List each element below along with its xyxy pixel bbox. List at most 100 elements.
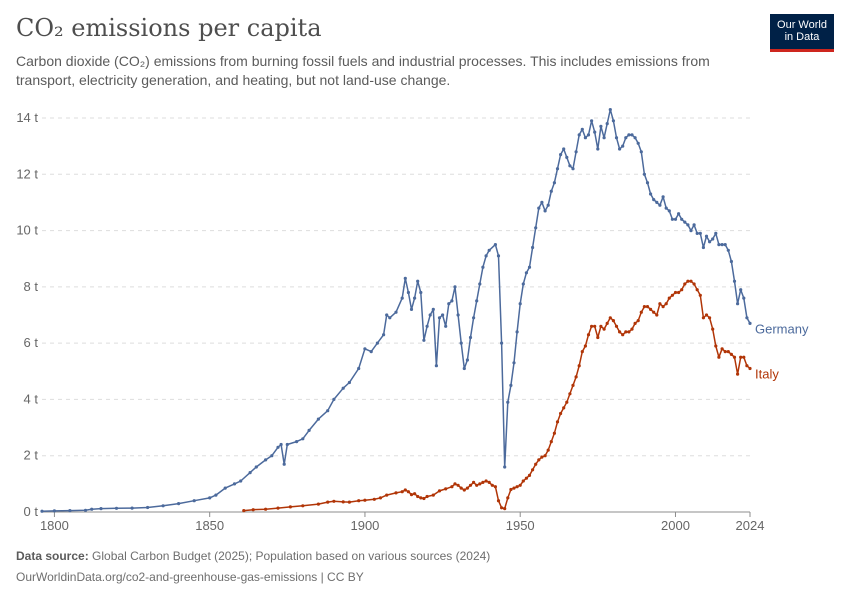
data-point-germany[interactable] — [714, 231, 718, 235]
data-point-italy[interactable] — [316, 502, 320, 506]
data-point-italy[interactable] — [288, 505, 292, 509]
data-point-germany[interactable] — [478, 282, 482, 286]
data-point-germany[interactable] — [465, 358, 469, 362]
data-point-italy[interactable] — [596, 335, 600, 340]
data-point-italy[interactable] — [658, 302, 662, 306]
data-point-germany[interactable] — [599, 124, 603, 128]
data-point-italy[interactable] — [264, 507, 268, 511]
data-point-germany[interactable] — [602, 136, 606, 140]
data-point-germany[interactable] — [357, 366, 361, 371]
data-point-germany[interactable] — [301, 437, 305, 441]
data-point-germany[interactable] — [487, 248, 491, 252]
data-point-germany[interactable] — [456, 313, 460, 317]
data-point-italy[interactable] — [341, 500, 345, 504]
series-label-germany[interactable]: Germany — [755, 321, 809, 336]
data-point-italy[interactable] — [276, 506, 280, 510]
data-point-germany[interactable] — [534, 226, 538, 230]
data-point-italy[interactable] — [627, 330, 631, 334]
data-point-germany[interactable] — [624, 136, 628, 140]
data-point-italy[interactable] — [624, 330, 628, 334]
data-point-germany[interactable] — [68, 509, 72, 513]
data-point-germany[interactable] — [593, 130, 597, 134]
data-point-germany[interactable] — [670, 217, 675, 221]
data-point-germany[interactable] — [434, 364, 438, 368]
data-point-italy[interactable] — [711, 327, 715, 331]
data-point-germany[interactable] — [580, 127, 584, 131]
data-point-germany[interactable] — [264, 458, 268, 462]
data-point-italy[interactable] — [636, 319, 640, 323]
data-point-germany[interactable] — [450, 299, 454, 303]
data-point-italy[interactable] — [413, 492, 417, 496]
data-point-germany[interactable] — [537, 206, 541, 210]
data-point-italy[interactable] — [546, 448, 550, 452]
data-point-germany[interactable] — [661, 195, 665, 199]
data-point-germany[interactable] — [698, 231, 702, 235]
data-point-italy[interactable] — [484, 479, 488, 483]
data-point-italy[interactable] — [531, 468, 535, 472]
data-point-italy[interactable] — [562, 406, 566, 410]
data-point-germany[interactable] — [658, 203, 662, 207]
data-point-germany[interactable] — [621, 144, 625, 148]
data-point-germany[interactable] — [543, 209, 547, 213]
data-point-germany[interactable] — [748, 321, 752, 325]
data-point-germany[interactable] — [99, 507, 103, 511]
data-point-italy[interactable] — [437, 489, 442, 493]
data-point-italy[interactable] — [456, 483, 460, 487]
data-point-germany[interactable] — [276, 445, 280, 449]
data-point-germany[interactable] — [704, 234, 709, 238]
data-point-germany[interactable] — [409, 307, 414, 311]
data-point-italy[interactable] — [630, 327, 634, 331]
data-point-italy[interactable] — [372, 497, 376, 501]
data-point-italy[interactable] — [549, 440, 553, 444]
data-point-italy[interactable] — [518, 483, 522, 487]
data-point-italy[interactable] — [543, 454, 547, 458]
data-point-germany[interactable] — [577, 133, 581, 137]
data-point-italy[interactable] — [599, 324, 603, 328]
data-point-italy[interactable] — [683, 282, 687, 286]
data-point-germany[interactable] — [326, 409, 330, 413]
data-point-germany[interactable] — [677, 212, 681, 216]
data-point-germany[interactable] — [347, 380, 351, 385]
data-point-germany[interactable] — [717, 243, 721, 247]
data-point-italy[interactable] — [403, 488, 407, 492]
data-point-italy[interactable] — [487, 480, 491, 484]
data-point-germany[interactable] — [428, 313, 432, 317]
data-point-germany[interactable] — [214, 493, 218, 497]
data-point-italy[interactable] — [465, 486, 469, 490]
data-point-italy[interactable] — [559, 411, 563, 416]
data-point-germany[interactable] — [363, 347, 367, 351]
data-point-italy[interactable] — [695, 288, 699, 292]
data-point-germany[interactable] — [279, 442, 283, 447]
data-point-germany[interactable] — [453, 285, 457, 289]
data-point-germany[interactable] — [605, 122, 609, 126]
data-point-germany[interactable] — [332, 397, 336, 401]
data-point-germany[interactable] — [729, 259, 734, 264]
data-point-germany[interactable] — [692, 223, 696, 227]
data-point-italy[interactable] — [326, 500, 330, 504]
data-point-germany[interactable] — [484, 254, 488, 258]
data-point-germany[interactable] — [419, 290, 423, 295]
data-point-germany[interactable] — [521, 282, 525, 286]
data-point-italy[interactable] — [661, 305, 665, 309]
data-point-italy[interactable] — [555, 420, 560, 424]
data-point-italy[interactable] — [406, 490, 410, 494]
data-point-germany[interactable] — [649, 192, 653, 196]
data-point-germany[interactable] — [673, 217, 678, 221]
data-point-germany[interactable] — [500, 341, 504, 345]
data-point-italy[interactable] — [527, 473, 532, 477]
data-point-germany[interactable] — [130, 506, 134, 510]
data-point-germany[interactable] — [524, 271, 529, 275]
data-point-italy[interactable] — [450, 485, 454, 489]
footer-url[interactable]: OurWorldinData.org/co2-and-greenhouse-ga… — [16, 570, 364, 584]
data-point-germany[interactable] — [630, 133, 634, 137]
data-point-italy[interactable] — [534, 462, 538, 466]
data-point-germany[interactable] — [406, 290, 410, 295]
data-point-italy[interactable] — [602, 327, 606, 331]
data-point-germany[interactable] — [559, 153, 563, 157]
data-point-germany[interactable] — [708, 240, 712, 244]
data-point-germany[interactable] — [83, 508, 88, 512]
data-point-germany[interactable] — [496, 254, 501, 258]
data-point-italy[interactable] — [605, 321, 609, 325]
data-point-italy[interactable] — [357, 499, 361, 503]
data-point-germany[interactable] — [341, 386, 345, 390]
